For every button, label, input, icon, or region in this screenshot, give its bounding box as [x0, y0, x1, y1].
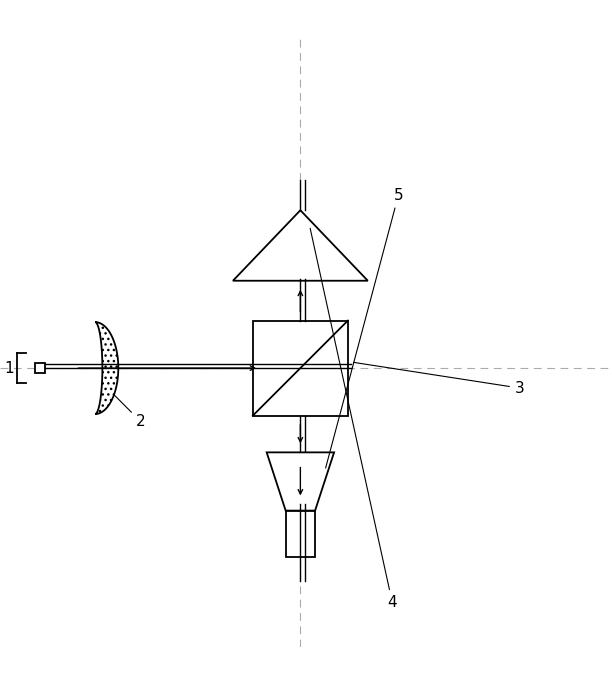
Text: 1: 1 [4, 360, 14, 376]
Polygon shape [233, 210, 368, 281]
Polygon shape [267, 452, 334, 511]
Text: 3: 3 [354, 362, 525, 396]
Polygon shape [253, 321, 348, 415]
Text: 2: 2 [103, 384, 146, 429]
Bar [253, 321, 348, 415]
Bar [35, 363, 45, 373]
Bar [286, 511, 315, 556]
Bar [253, 321, 348, 415]
Text: 5: 5 [326, 187, 403, 468]
Text: 4: 4 [310, 228, 397, 610]
Polygon shape [253, 321, 348, 415]
Polygon shape [95, 322, 118, 414]
